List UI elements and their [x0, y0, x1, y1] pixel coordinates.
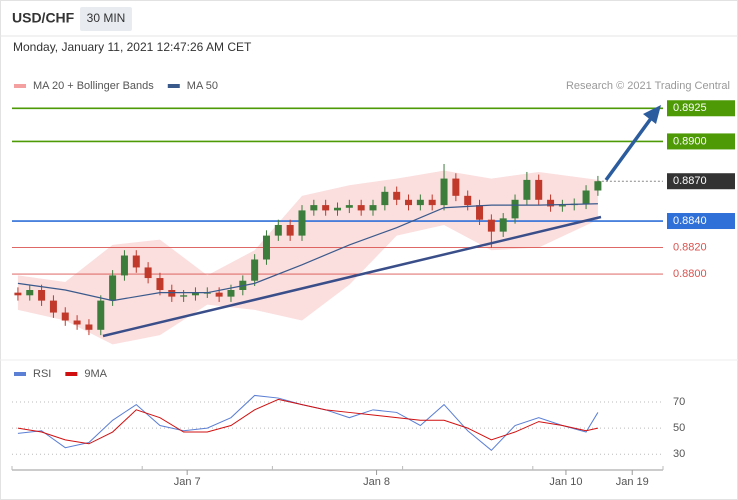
- legend-swatch: [14, 84, 26, 88]
- candle-body: [405, 199, 413, 206]
- candle-body: [523, 179, 531, 200]
- candle-body: [535, 179, 543, 200]
- candle-body: [144, 267, 152, 279]
- level-label: 0.8840: [673, 215, 707, 227]
- candle-body: [180, 295, 188, 297]
- interval-box[interactable]: [80, 7, 132, 31]
- y-tick-label: 30: [673, 448, 685, 460]
- level-box: [667, 133, 735, 150]
- main-layer: [14, 163, 602, 336]
- bollinger-band: [17, 170, 598, 345]
- candle-body: [262, 235, 270, 260]
- arrow-head: [643, 105, 661, 124]
- candle-body: [298, 210, 306, 236]
- x-tick-label: Jan 8: [363, 476, 390, 488]
- candle-body: [487, 219, 495, 232]
- candle-body: [109, 275, 117, 301]
- x-tick-label: Jan 19: [616, 476, 649, 488]
- legend-label: MA 20 + Bollinger Bands: [33, 80, 154, 92]
- candle-body: [547, 199, 555, 207]
- candle-body: [594, 181, 602, 191]
- candle-body: [345, 205, 353, 208]
- candle-body: [191, 292, 199, 296]
- candle-body: [26, 290, 34, 296]
- candle-body: [381, 191, 389, 206]
- x-tick-label: Jan 10: [549, 476, 582, 488]
- candle-body: [120, 255, 128, 276]
- level-label: 0.8800: [673, 268, 707, 280]
- trend-line: [102, 215, 602, 338]
- level-label: 0.8820: [673, 241, 707, 253]
- candle-body: [168, 290, 176, 297]
- level-label: 0.8870: [673, 175, 707, 187]
- candle-body: [38, 290, 46, 301]
- rsi-line: [17, 398, 599, 445]
- candle-body: [369, 205, 377, 211]
- level-label: 0.8925: [673, 102, 707, 114]
- level-box: [667, 173, 735, 190]
- candle-body: [132, 255, 140, 268]
- candle-body: [251, 259, 259, 281]
- legend-swatch: [65, 372, 78, 376]
- candle-body: [14, 292, 22, 296]
- level-box: [667, 213, 735, 230]
- legend-label: RSI: [33, 368, 51, 380]
- candle-body: [286, 225, 294, 236]
- candle-body: [215, 292, 223, 297]
- legend-swatch: [14, 372, 26, 376]
- candle-body: [73, 320, 81, 325]
- candle-body: [357, 205, 365, 211]
- level-label: 0.8900: [673, 135, 707, 147]
- candle-body: [416, 199, 424, 206]
- band-layer: [12, 107, 663, 345]
- y-tick-label: 70: [673, 396, 685, 408]
- candle-body: [558, 205, 566, 207]
- candle-body: [322, 205, 330, 211]
- candle-body: [476, 205, 484, 220]
- candle-body: [49, 300, 57, 313]
- candle-body: [227, 290, 235, 297]
- candle-body: [511, 199, 519, 219]
- candle-body: [85, 324, 93, 330]
- candle-body: [428, 199, 436, 206]
- candle-body: [156, 278, 164, 290]
- candle-body: [452, 178, 460, 196]
- symbol: USD/CHF: [12, 10, 75, 26]
- candle-body: [464, 195, 472, 206]
- candle-body: [499, 218, 507, 232]
- candle-body: [97, 300, 105, 330]
- legend-swatch: [167, 84, 180, 88]
- level-box: [667, 100, 735, 117]
- candle-body: [393, 191, 401, 200]
- ma-line: [17, 203, 598, 302]
- candle-body: [334, 207, 341, 211]
- annotation: Research © 2021 Trading Central: [566, 80, 730, 92]
- legend-label: 9MA: [84, 368, 107, 380]
- interval[interactable]: 30 MIN: [87, 11, 126, 25]
- candle-body: [61, 312, 69, 321]
- candle-body: [440, 178, 448, 206]
- candle-body: [274, 225, 282, 236]
- y-tick-label: 50: [673, 422, 685, 434]
- x-tick-label: Jan 7: [174, 476, 201, 488]
- candle-body: [582, 190, 590, 204]
- legend-label: MA 50: [187, 80, 218, 92]
- candle-body: [310, 205, 318, 211]
- forecast-arrow: [604, 115, 654, 182]
- timestamp: Monday, January 11, 2021 12:47:26 AM CET: [13, 40, 252, 54]
